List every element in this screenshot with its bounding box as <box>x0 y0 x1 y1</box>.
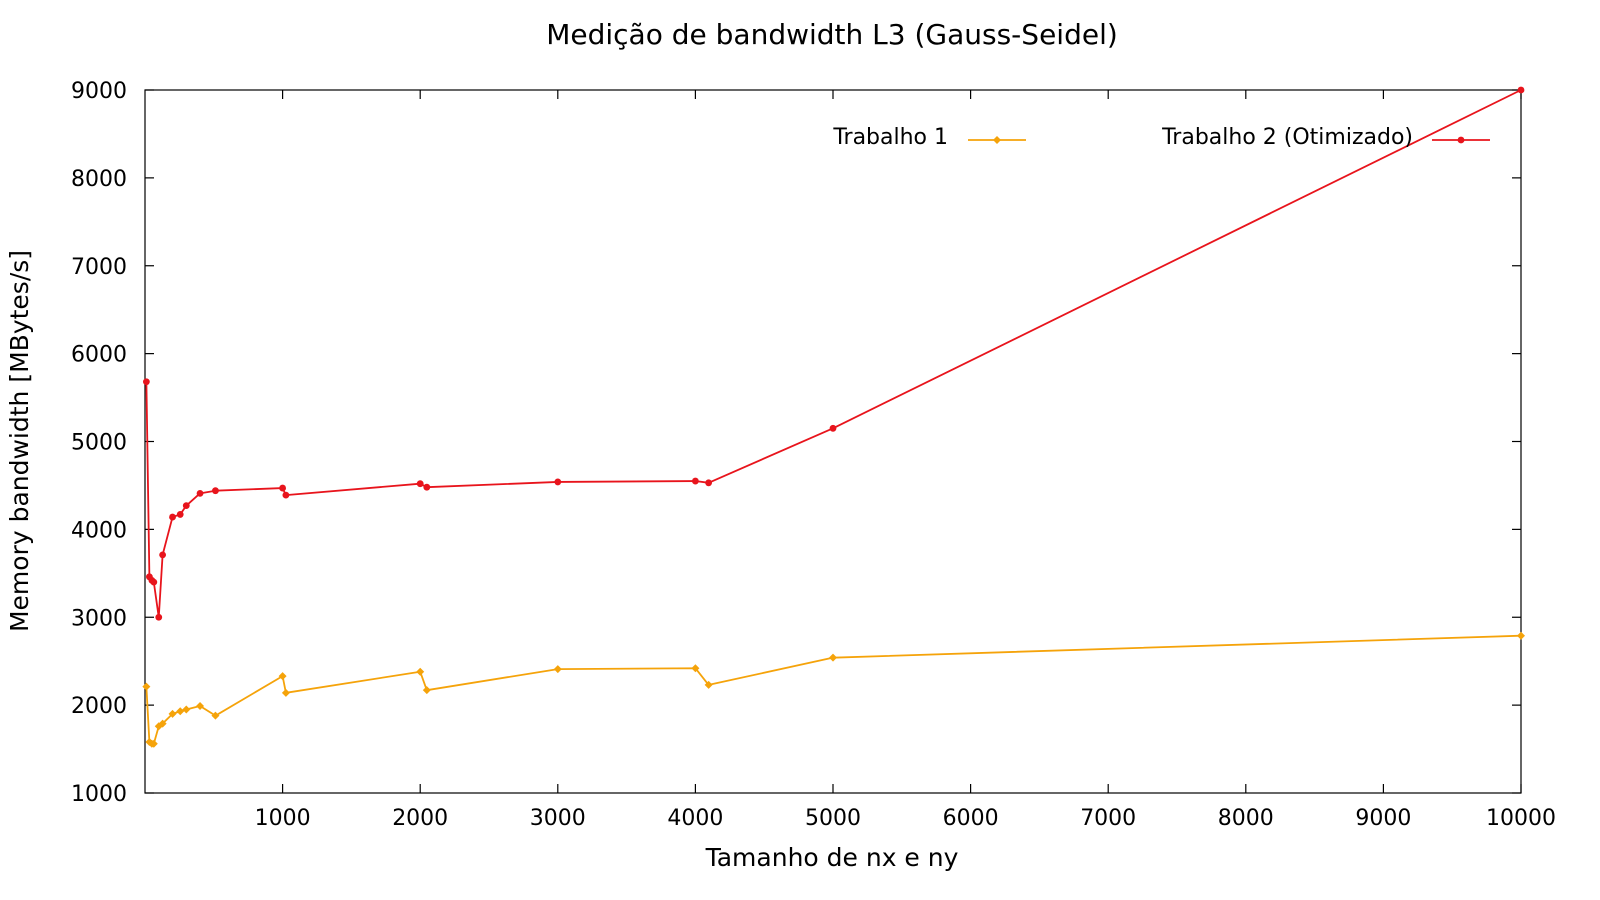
data-point <box>142 378 150 386</box>
y-tick-label: 9000 <box>71 79 127 104</box>
x-tick-label: 10000 <box>1486 806 1556 831</box>
data-point <box>278 672 287 681</box>
data-point <box>282 491 290 499</box>
x-axis: 1000 2000 3000 4000 5000 6000 7000 8000 9000 1000… <box>255 90 1556 831</box>
data-point <box>691 664 700 673</box>
y-tick-label: 6000 <box>71 343 127 368</box>
data-point <box>416 480 424 488</box>
data-point <box>705 479 713 487</box>
data-point <box>158 719 167 728</box>
legend-label-trabalho-1: Trabalho 1 <box>832 125 948 150</box>
data-point <box>423 483 431 491</box>
data-point <box>182 705 191 714</box>
y-tick-label: 4000 <box>71 518 127 543</box>
x-axis-title: Tamanho de nx e ny <box>705 843 959 872</box>
legend-entry-trabalho-2: Trabalho 2 (Otimizado) <box>1161 125 1490 150</box>
data-point <box>1517 631 1525 640</box>
data-point <box>196 489 204 497</box>
y-tick-label: 8000 <box>71 167 127 192</box>
y-tick-label: 1000 <box>71 782 127 807</box>
x-tick-label: 3000 <box>530 806 586 831</box>
data-point <box>704 680 713 689</box>
x-tick-label: 9000 <box>1355 806 1411 831</box>
data-point <box>279 484 286 492</box>
data-point <box>176 707 185 716</box>
data-point <box>281 688 290 697</box>
y-tick-label: 7000 <box>71 255 127 280</box>
x-tick-label: 8000 <box>1218 806 1274 831</box>
series-1 <box>142 631 1525 748</box>
data-point <box>149 739 158 748</box>
x-tick-label: 5000 <box>805 806 861 831</box>
series-layer <box>142 86 1525 748</box>
data-point <box>211 711 220 720</box>
data-point <box>692 477 699 485</box>
legend-marker-trabalho-1 <box>993 136 1001 144</box>
y-axis: 1000 2000 3000 4000 5000 6000 7000 8000 9000 <box>71 79 1521 807</box>
data-point <box>212 487 219 495</box>
legend-label-trabalho-2: Trabalho 2 (Otimizado) <box>1161 125 1413 150</box>
y-tick-label: 5000 <box>71 431 127 456</box>
data-point <box>554 478 562 486</box>
data-point <box>142 682 151 691</box>
data-point <box>150 578 158 586</box>
legend: Trabalho 1 Trabalho 2 (Otimizado) <box>832 125 1490 150</box>
x-tick-label: 6000 <box>943 806 999 831</box>
data-point <box>159 551 167 559</box>
data-point <box>422 686 431 695</box>
data-point <box>553 665 562 674</box>
series-line-2 <box>145 89 1522 619</box>
data-point <box>1517 86 1525 94</box>
data-point <box>196 702 205 711</box>
data-point <box>155 613 163 621</box>
data-point <box>176 511 184 518</box>
data-point <box>829 424 837 432</box>
chart-title: Medição de bandwidth L3 (Gauss-Seidel) <box>546 18 1118 51</box>
data-point <box>169 513 176 521</box>
legend-marker-trabalho-2 <box>1457 136 1465 144</box>
legend-entry-trabalho-1: Trabalho 1 <box>832 125 1026 150</box>
x-tick-label: 1000 <box>255 806 311 831</box>
x-tick-label: 4000 <box>667 806 723 831</box>
x-tick-label: 7000 <box>1080 806 1136 831</box>
plot-frame <box>144 89 1522 794</box>
series-line-1 <box>145 634 1522 745</box>
x-tick-label: 2000 <box>392 806 448 831</box>
data-point <box>182 502 190 510</box>
y-tick-label: 2000 <box>71 694 127 719</box>
y-axis-title: Memory bandwidth [MBytes/s] <box>5 250 34 632</box>
data-point <box>829 653 837 662</box>
data-point <box>416 667 425 676</box>
y-tick-label: 3000 <box>71 606 127 631</box>
data-point <box>168 709 177 718</box>
series-2 <box>142 86 1525 621</box>
